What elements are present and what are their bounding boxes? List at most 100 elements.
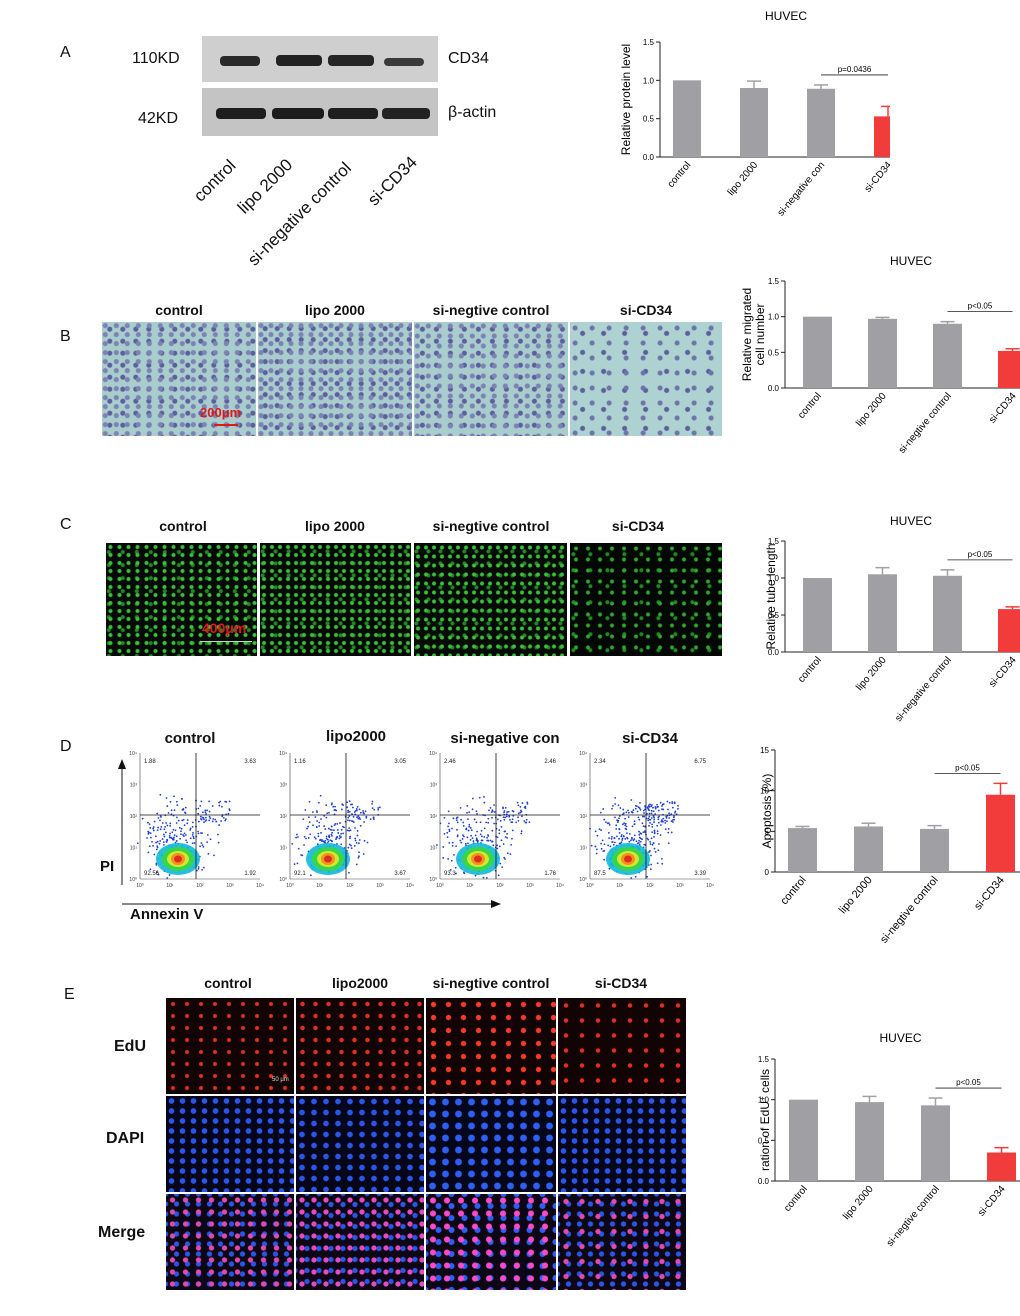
flow-event xyxy=(456,828,458,831)
flow-event xyxy=(653,818,656,821)
flow-event xyxy=(201,844,204,847)
flow-event xyxy=(341,803,344,806)
panel-c-letter: C xyxy=(60,516,72,533)
flow-y-tick-label: 10² xyxy=(580,814,588,820)
flow-event xyxy=(503,811,505,814)
category-label: si-CD34 xyxy=(987,655,1019,690)
flow-event xyxy=(626,832,628,834)
flow-event xyxy=(506,811,509,813)
flow-event xyxy=(170,809,173,812)
flow-event xyxy=(618,828,621,831)
y-tick-label: 1.0 xyxy=(768,574,780,583)
bar xyxy=(986,794,1015,872)
flow-event xyxy=(504,836,507,838)
flow-event xyxy=(325,837,328,840)
flow-event xyxy=(528,821,531,824)
flow-x-tick-label: 10² xyxy=(496,883,504,889)
flow-event xyxy=(652,842,655,844)
flow-event xyxy=(460,841,463,844)
chart-title: HUVEC xyxy=(765,9,807,23)
flow-event xyxy=(491,840,494,843)
flow-event xyxy=(460,818,462,821)
flow-event xyxy=(461,838,464,840)
flow-event xyxy=(218,804,221,807)
flow-event xyxy=(483,836,486,838)
flow-event xyxy=(647,819,650,822)
flow-event xyxy=(313,836,316,839)
flow-event xyxy=(147,830,150,833)
flow-event xyxy=(677,807,679,810)
flow-event xyxy=(526,802,529,805)
flow-event xyxy=(359,818,361,821)
flow-event xyxy=(371,802,373,805)
flow-event xyxy=(169,822,172,825)
y-axis-label: Apoptosis (%) xyxy=(760,774,774,849)
flow-event xyxy=(668,812,670,815)
flow-event xyxy=(502,843,505,845)
bar xyxy=(807,88,835,157)
flow-event xyxy=(469,839,472,841)
flow-event xyxy=(656,830,659,833)
flow-event xyxy=(192,832,194,834)
flow-event xyxy=(671,806,674,809)
flow-event xyxy=(491,810,494,813)
flow-event xyxy=(224,800,227,803)
flow-event xyxy=(656,862,659,865)
flow-event xyxy=(506,833,509,835)
flow-event xyxy=(350,847,353,850)
flow-event xyxy=(183,832,186,835)
flow-event xyxy=(653,821,656,824)
flow-event xyxy=(644,808,646,811)
flow-event xyxy=(329,828,332,831)
flow-event xyxy=(477,840,479,842)
y-axis-label-sup: + xyxy=(758,1096,767,1101)
flow-event xyxy=(169,832,171,835)
category-label: control xyxy=(666,160,694,190)
flow-event xyxy=(630,839,632,842)
flow-event xyxy=(672,818,674,821)
flow-y-tick-label: 10¹ xyxy=(430,846,438,852)
flow-event xyxy=(350,820,353,822)
flow-event xyxy=(649,843,652,845)
flow-event xyxy=(157,817,160,819)
flow-event xyxy=(487,835,490,837)
flow-event xyxy=(340,832,343,835)
y-axis-label: ration of EdU+ cells xyxy=(758,1069,773,1171)
flow-event xyxy=(612,804,614,807)
flow-event xyxy=(643,815,646,818)
y-tick-label: 0.5 xyxy=(768,348,780,357)
flow-event xyxy=(670,831,673,834)
flow-event xyxy=(617,804,620,807)
flow-event xyxy=(596,834,599,837)
flow-event xyxy=(471,797,474,800)
flow-event xyxy=(487,839,489,842)
flow-event xyxy=(208,815,211,818)
flow-event xyxy=(197,830,199,833)
flow-event xyxy=(661,808,663,811)
flow-x-tick-label: 10⁴ xyxy=(706,883,714,889)
flow-quadrant-ul: 2.34 xyxy=(594,759,606,765)
flow-event xyxy=(492,844,495,847)
flow-event xyxy=(649,868,652,870)
flow-event xyxy=(598,828,601,831)
y-axis-label: Relative protein level xyxy=(619,44,633,155)
y-axis-label: Relative tube length xyxy=(764,543,778,649)
flow-event xyxy=(171,831,174,834)
lane-label-control: control xyxy=(190,155,240,206)
tube-image-si-negtive xyxy=(414,543,567,656)
y-tick-label: 0.5 xyxy=(768,611,780,620)
flow-event xyxy=(213,854,215,857)
category-label: control xyxy=(796,655,824,685)
flow-event xyxy=(203,821,205,824)
flow-event xyxy=(642,831,645,834)
flow-event xyxy=(339,822,341,824)
flow-event xyxy=(168,835,171,837)
flow-event xyxy=(614,816,616,819)
chart-title: HUVEC xyxy=(890,254,932,268)
flow-event xyxy=(327,840,330,843)
flow-event xyxy=(639,840,642,843)
flow-event xyxy=(474,834,477,837)
flow-event xyxy=(498,829,501,832)
flow-event xyxy=(627,811,630,814)
